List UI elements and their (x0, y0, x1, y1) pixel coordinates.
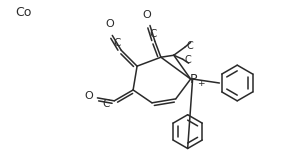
Text: O: O (143, 10, 151, 20)
Text: Co: Co (15, 6, 31, 19)
Text: C: C (103, 99, 110, 109)
Text: C: C (184, 55, 191, 65)
Text: C: C (113, 38, 121, 48)
Text: C: C (149, 29, 157, 39)
Text: O: O (105, 20, 114, 30)
Text: P: P (190, 72, 197, 86)
Text: +: + (197, 78, 204, 88)
Text: O: O (84, 91, 93, 101)
Text: C: C (186, 41, 193, 51)
